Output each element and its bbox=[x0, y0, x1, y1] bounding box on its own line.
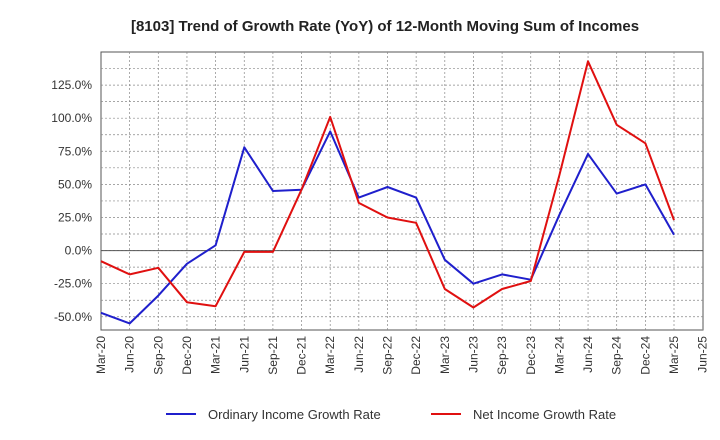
y-tick-label: 100.0% bbox=[51, 111, 92, 125]
x-tick-label: Dec-22 bbox=[409, 336, 423, 375]
y-tick-label: -25.0% bbox=[54, 277, 92, 291]
x-tick-label: Dec-23 bbox=[524, 336, 538, 375]
chart-title: [8103] Trend of Growth Rate (YoY) of 12-… bbox=[131, 18, 639, 35]
x-tick-label: Jun-25 bbox=[696, 336, 710, 373]
legend: Ordinary Income Growth Rate Net Income Gr… bbox=[166, 407, 616, 422]
x-tick-label: Mar-20 bbox=[94, 336, 108, 374]
y-tick-label: 75.0% bbox=[58, 144, 92, 158]
gridlines bbox=[101, 52, 704, 330]
y-tick-label: 50.0% bbox=[58, 177, 92, 191]
x-tick-label: Jun-21 bbox=[237, 336, 251, 373]
y-tick-label: 125.0% bbox=[51, 78, 92, 92]
plot-area bbox=[100, 51, 704, 331]
x-tick-label: Sep-24 bbox=[610, 336, 624, 375]
x-tick-label: Dec-24 bbox=[638, 336, 652, 375]
x-tick-label: Sep-23 bbox=[495, 336, 509, 375]
y-tick-label: 0.0% bbox=[65, 244, 93, 258]
legend-label: Ordinary Income Growth Rate bbox=[208, 407, 381, 422]
x-tick-label: Jun-24 bbox=[581, 336, 595, 373]
x-tick-label: Sep-21 bbox=[266, 336, 280, 375]
series-line bbox=[100, 130, 675, 325]
y-tick-label: -50.0% bbox=[54, 310, 92, 324]
x-axis-tick-labels: Mar-20 Jun-20 Sep-20 Dec-20 Mar-21 Jun-21 Sep-… bbox=[94, 336, 710, 375]
series-lines bbox=[100, 60, 675, 325]
y-tick-label: 25.0% bbox=[58, 210, 92, 224]
legend-label: Net Income Growth Rate bbox=[473, 407, 616, 422]
series-line bbox=[100, 60, 675, 309]
x-tick-label: Mar-22 bbox=[323, 336, 337, 374]
x-tick-label: Jun-23 bbox=[466, 336, 480, 373]
x-tick-label: Dec-21 bbox=[295, 336, 309, 375]
x-tick-label: Sep-20 bbox=[151, 336, 165, 375]
x-tick-label: Mar-24 bbox=[552, 336, 566, 374]
x-tick-label: Dec-20 bbox=[180, 336, 194, 375]
x-tick-label: Jun-22 bbox=[352, 336, 366, 373]
x-tick-label: Mar-23 bbox=[438, 336, 452, 374]
x-tick-label: Jun-20 bbox=[123, 336, 137, 373]
x-tick-label: Mar-21 bbox=[209, 336, 223, 374]
x-tick-label: Mar-25 bbox=[667, 336, 681, 374]
x-tick-label: Sep-22 bbox=[381, 336, 395, 375]
y-axis-tick-labels: -50.0% -25.0% 0.0% 25.0% 50.0% 75.0% 100.0% 125… bbox=[51, 78, 92, 324]
